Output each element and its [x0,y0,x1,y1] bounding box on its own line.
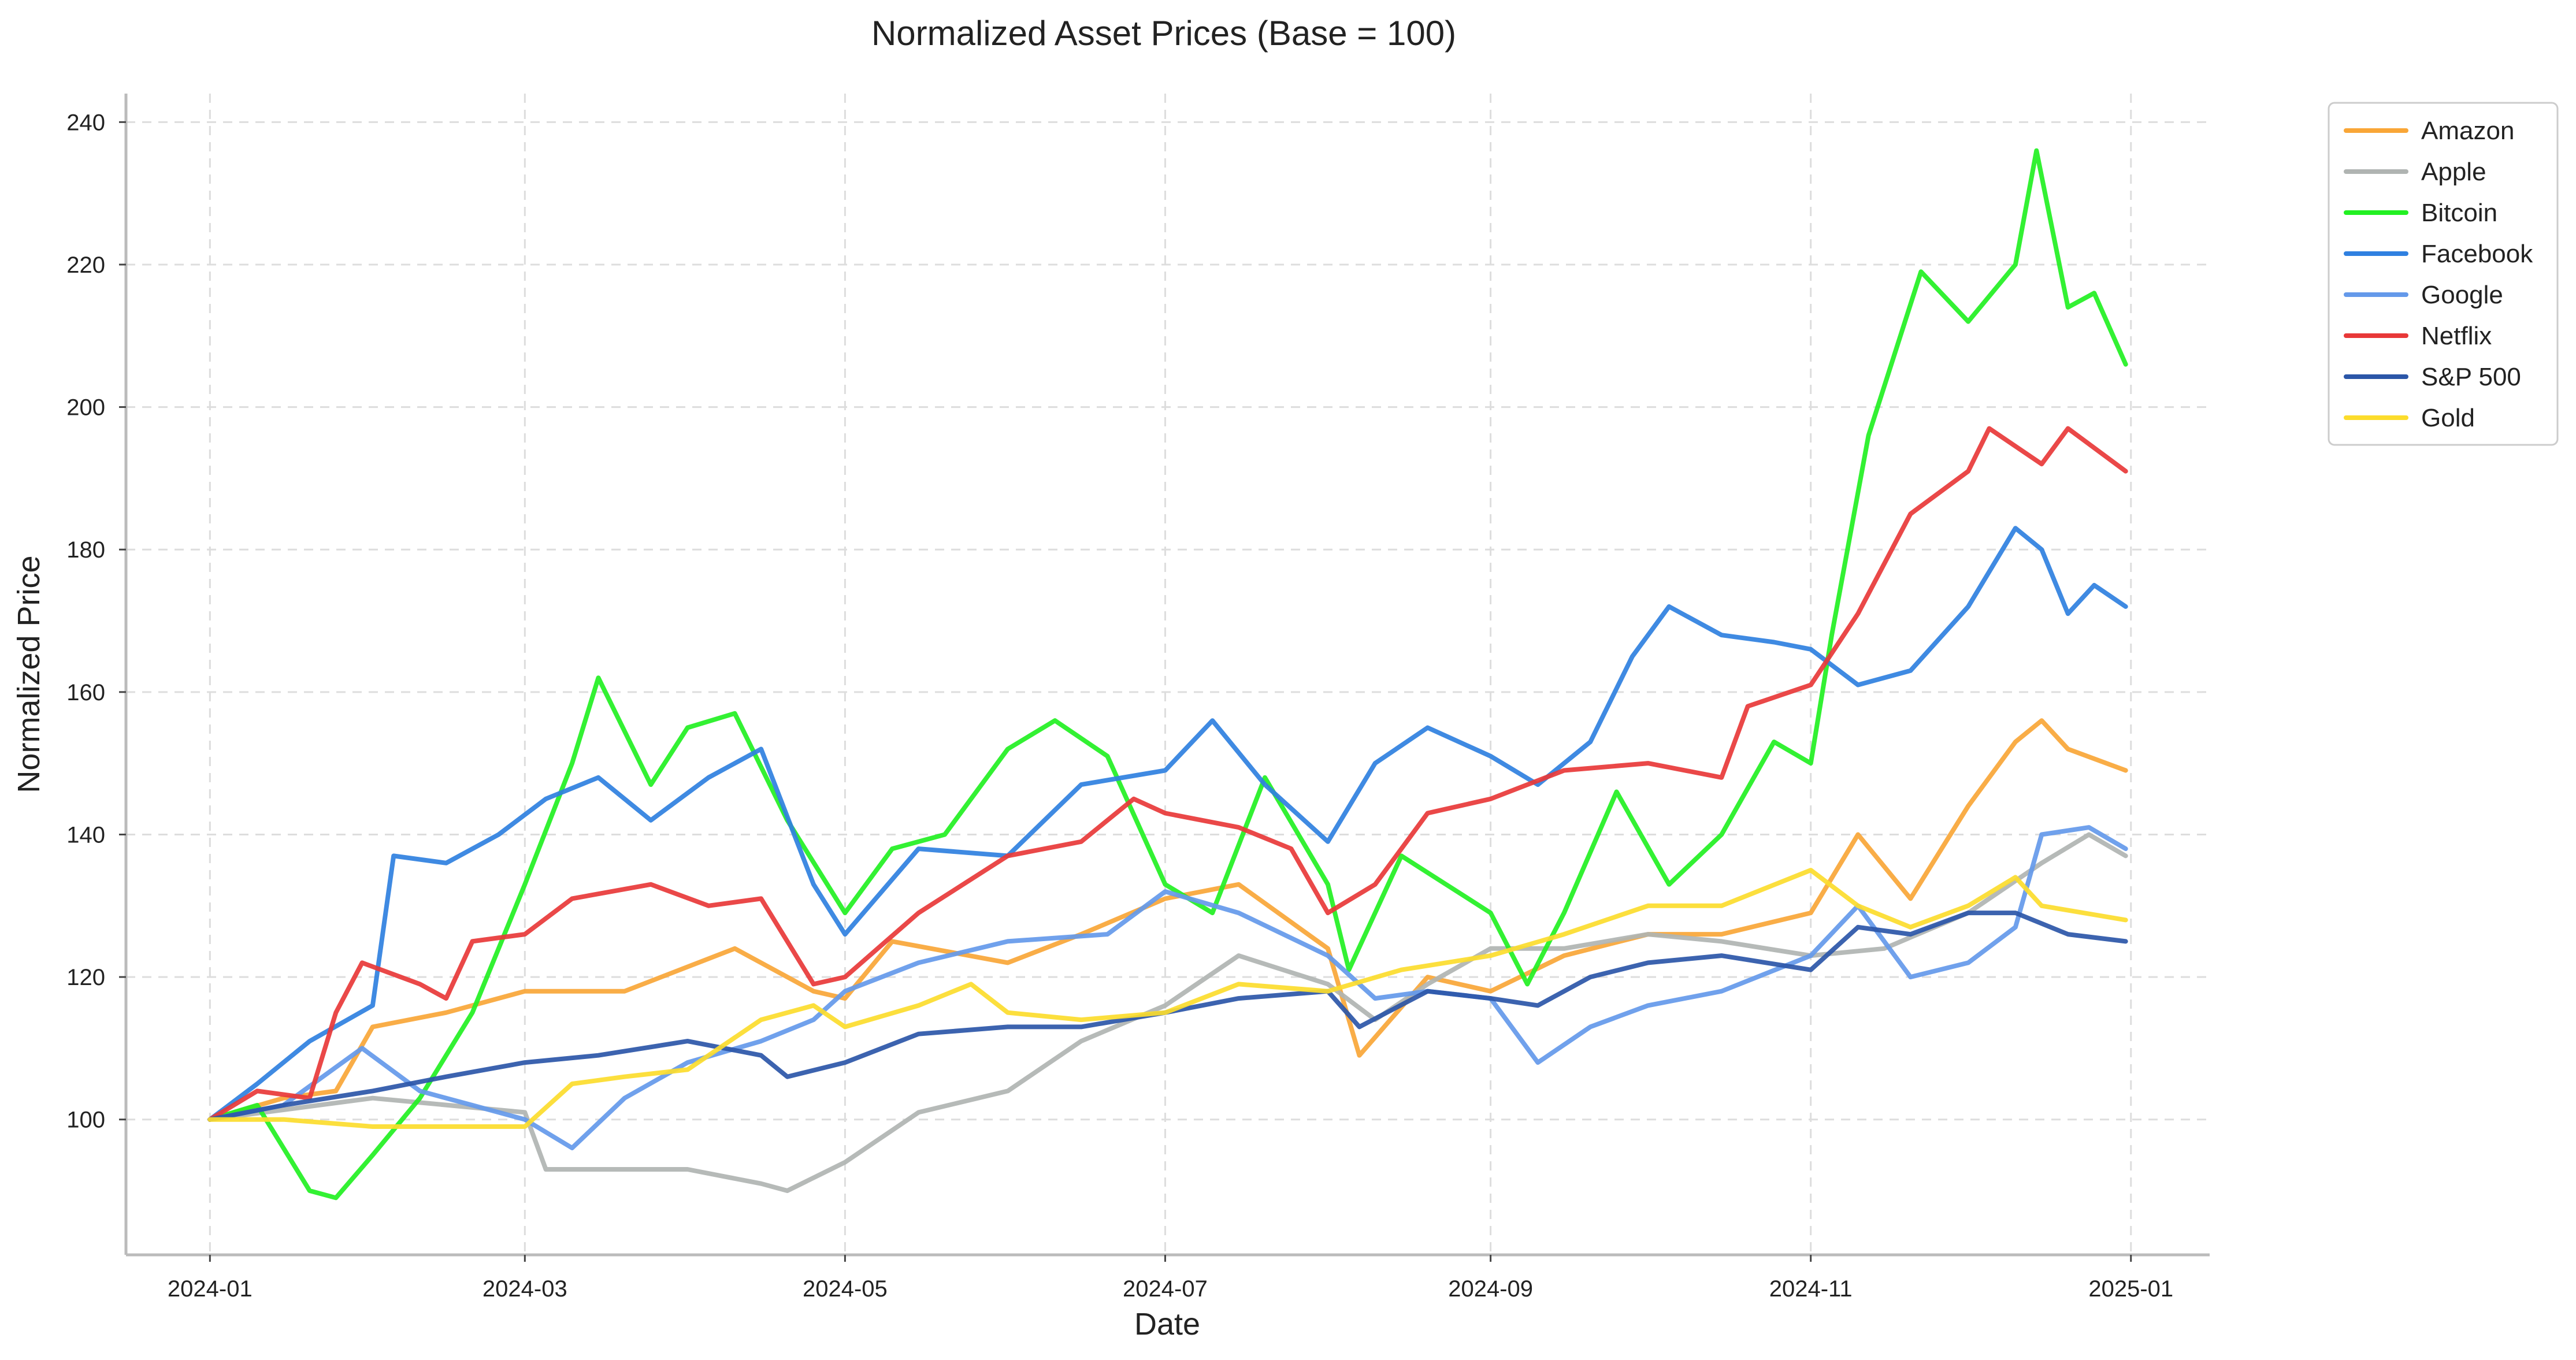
legend: Amazon Apple Bitcoin Facebook Google Netflix S… [2328,102,2559,446]
y-tick-label: 100 [66,1108,105,1133]
x-tick-label: 2024-09 [1448,1276,1533,1302]
axes [124,94,2210,1257]
chart-title: Normalized Asset Prices (Base = 100) [871,14,1456,53]
series-line-bitcoin [207,148,2128,1201]
y-tick-label: 180 [66,537,105,563]
y-tick-label: 120 [66,965,105,990]
x-axis-ticks: 2024-01 2024-03 2024-05 2024-07 2024-09 2024-… [168,1255,2173,1302]
grid [126,94,2210,1255]
series-line-google [207,825,2128,1150]
legend-label-apple: Apple [2421,158,2486,186]
legend-label-bitcoin: Bitcoin [2421,199,2497,227]
legend-box [2328,102,2559,446]
series-line-netflix [207,426,2128,1122]
legend-label-google: Google [2421,281,2503,309]
legend-label-gold: Gold [2421,404,2475,432]
legend-label-amazon: Amazon [2421,117,2514,145]
y-axis-label: Normalized Price [12,555,46,793]
series-line-s-p-500 [207,911,2128,1122]
y-tick-label: 240 [66,110,105,135]
series-line-gold [207,868,2128,1129]
y-axis-ticks: 100 120 140 160 180 200 220 240 [66,110,126,1133]
y-tick-label: 140 [66,822,105,848]
legend-label-netflix: Netflix [2421,322,2492,350]
x-tick-label: 2024-11 [1769,1276,1853,1302]
series-line-amazon [207,718,2128,1122]
series-line-facebook [207,526,2128,1122]
legend-label-facebook: Facebook [2421,240,2533,268]
legend-items: Amazon Apple Bitcoin Facebook Google Netflix S… [2344,117,2533,432]
x-tick-label: 2024-03 [482,1276,567,1302]
y-tick-label: 160 [66,680,105,705]
legend-label-s-p-500: S&P 500 [2421,363,2521,391]
y-tick-label: 200 [66,395,105,421]
x-axis-label: Date [1134,1307,1200,1342]
x-tick-label: 2025-01 [2088,1276,2173,1302]
series-lines [207,148,2128,1201]
x-tick-label: 2024-07 [1123,1276,1208,1302]
y-tick-label: 220 [66,252,105,278]
x-tick-label: 2024-05 [803,1276,888,1302]
x-tick-label: 2024-01 [168,1276,253,1302]
series-line-apple [207,832,2128,1193]
